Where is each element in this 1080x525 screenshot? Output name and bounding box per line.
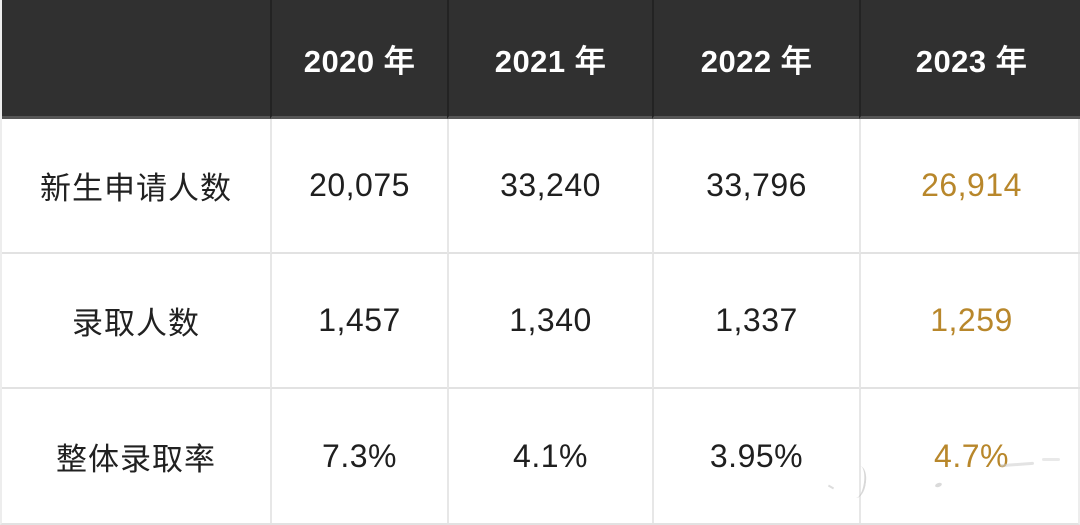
header-year-2023: 2023 年 [859, 0, 1080, 119]
header-year-2022: 2022 年 [652, 0, 859, 119]
row-label-applicants: 新生申请人数 [2, 119, 270, 254]
header-year-2020: 2020 年 [270, 0, 447, 119]
applicants-2021: 33,240 [447, 119, 652, 254]
applicants-2023: 26,914 [859, 119, 1080, 254]
admitted-2021: 1,340 [447, 254, 652, 389]
header-year-2021: 2021 年 [447, 0, 652, 119]
admitted-2023: 1,259 [859, 254, 1080, 389]
header-corner-cell [2, 0, 270, 119]
row-label-admitted: 录取人数 [2, 254, 270, 389]
row-label-admission-rate: 整体录取率 [56, 441, 216, 477]
admitted-2020: 1,457 [270, 254, 447, 389]
admission-rate-2020: 7.3% [270, 389, 447, 523]
admission-rate-2023: 4.7% [859, 389, 1080, 523]
applicants-2020: 20,075 [270, 119, 447, 254]
admission-rate-2022: 3.95% [652, 389, 859, 523]
admitted-2022: 1,337 [652, 254, 859, 389]
applicants-2022: 33,796 [652, 119, 859, 254]
admission-rate-2021: 4.1% [447, 389, 652, 523]
